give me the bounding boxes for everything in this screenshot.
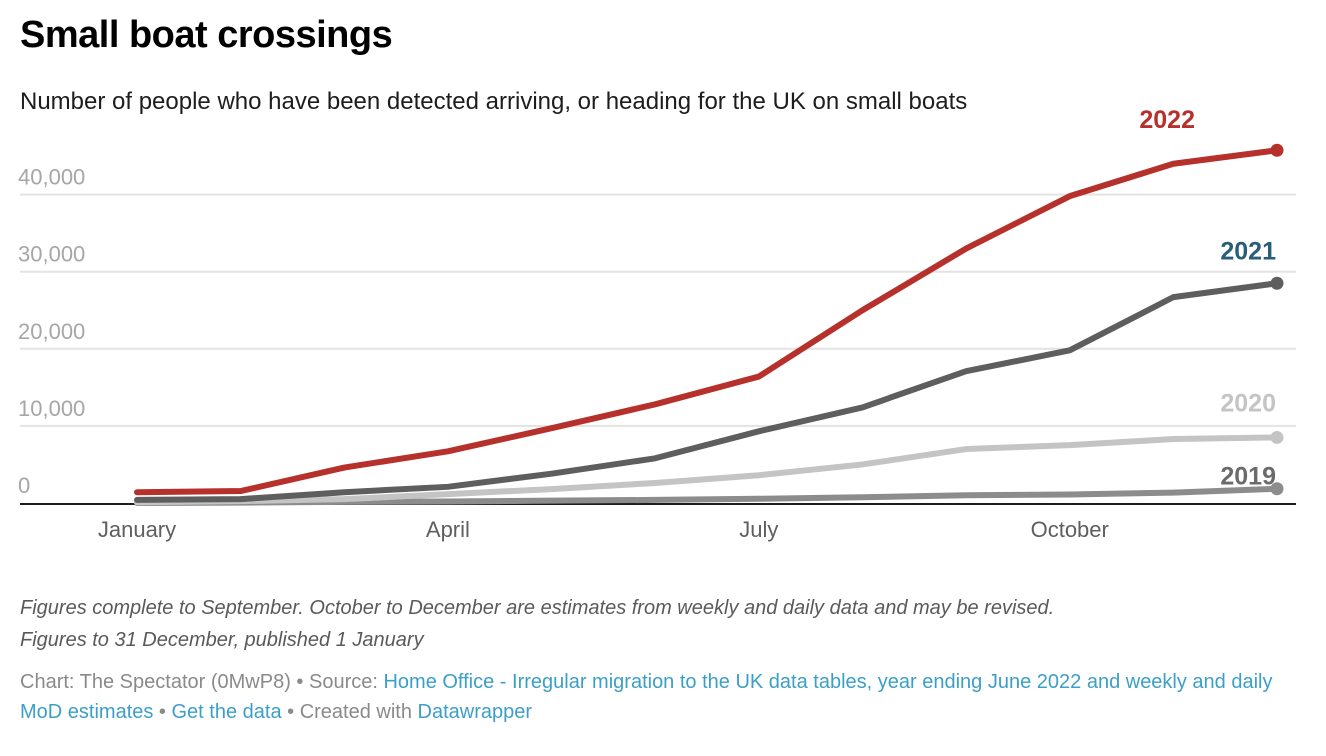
series-line-2020: [134, 434, 1280, 506]
y-tick-label: 0: [18, 473, 30, 498]
series-label-2022: 2022: [1139, 106, 1195, 134]
line-chart: 0 10,000 20,000 30,000 40,000 January April Ju…: [18, 106, 1296, 542]
note-line-2: Figures to 31 December, published 1 Janu…: [20, 629, 424, 651]
y-axis-ticks: 0 10,000 20,000 30,000 40,000: [18, 165, 85, 498]
source-link[interactable]: Home Office - Irregular migration to the…: [20, 671, 1273, 723]
created-with-prefix: Created with: [299, 701, 418, 723]
series-end-dot-2019: [1270, 482, 1284, 496]
source-prefix: Source:: [308, 671, 384, 693]
separator: •: [153, 701, 172, 723]
chart-subtitle: Number of people who have been detected …: [20, 88, 968, 115]
x-axis-ticks: January April July October: [98, 517, 1109, 542]
series-end-dot-2021: [1270, 276, 1284, 290]
note-line-1: Figures complete to September. October t…: [20, 597, 1055, 619]
y-tick-label: 40,000: [18, 165, 85, 190]
gridlines: [20, 193, 1296, 427]
y-tick-label: 10,000: [18, 396, 85, 421]
x-tick-label: July: [739, 517, 778, 542]
series-lines: [134, 143, 1284, 506]
separator: •: [281, 701, 300, 723]
chart-footer: Chart: The Spectator (0MwP8) • Source: H…: [20, 667, 1310, 727]
datawrapper-link[interactable]: Datawrapper: [417, 701, 533, 723]
chart-credit: Chart: The Spectator (0MwP8): [20, 671, 291, 693]
y-tick-label: 20,000: [18, 319, 85, 344]
series-line-2021: [134, 280, 1280, 503]
chart-notes: Figures complete to September. October t…: [20, 592, 1054, 656]
get-the-data-link[interactable]: Get the data: [171, 701, 282, 723]
series-label-2020: 2020: [1220, 389, 1276, 417]
y-tick-label: 30,000: [18, 242, 85, 267]
series-labels: 2019 2020 2021 2022: [1139, 106, 1276, 491]
series-end-dot-2022: [1270, 143, 1284, 157]
series-line-2022: [134, 147, 1280, 496]
x-tick-label: April: [426, 517, 470, 542]
separator: •: [290, 671, 309, 693]
x-tick-label: October: [1031, 517, 1109, 542]
x-tick-label: January: [98, 517, 176, 542]
chart-title: Small boat crossings: [20, 14, 393, 56]
series-label-2021: 2021: [1220, 237, 1276, 265]
series-label-2019: 2019: [1220, 463, 1276, 491]
series-end-dot-2020: [1270, 430, 1284, 444]
